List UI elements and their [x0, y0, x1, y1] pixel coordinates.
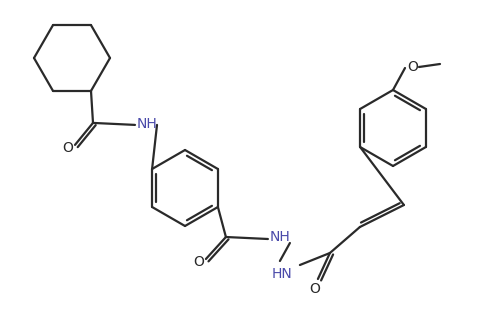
Text: O: O [407, 60, 418, 74]
Text: O: O [193, 255, 204, 269]
Text: O: O [309, 282, 320, 296]
Text: NH: NH [136, 117, 157, 131]
Text: O: O [62, 141, 73, 155]
Text: NH: NH [269, 230, 290, 244]
Text: HN: HN [271, 267, 292, 281]
